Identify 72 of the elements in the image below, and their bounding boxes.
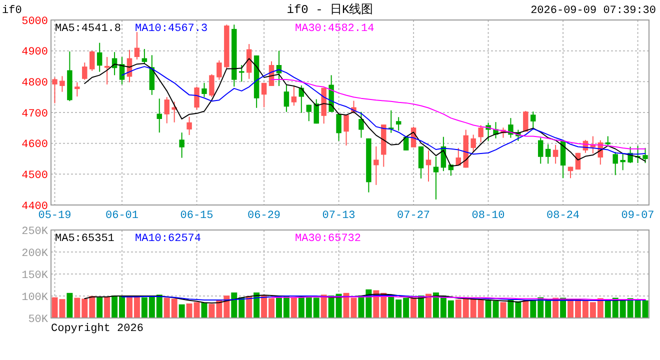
candlestick [238,64,244,82]
x-tick-label: 07-27 [397,210,430,222]
candlestick [642,147,648,164]
candlestick [186,116,192,136]
candlestick [538,137,544,164]
candlestick [418,146,424,179]
x-tick-label: 07-13 [322,210,356,222]
candlestick [508,118,514,138]
text: MA10:62574 [135,233,202,245]
x-tick-label: 06-29 [248,210,281,222]
text: if0 [2,5,22,17]
candlestick [358,111,364,138]
candlestick [74,82,80,97]
candlestick [478,124,484,143]
candlestick [336,114,342,142]
y-tick-label: 4900 [22,46,48,59]
y-tick-label: 200K [22,248,48,260]
x-tick-label: 06-15 [180,210,214,222]
candlestick [179,132,184,158]
y-tick-label: 4800 [22,78,48,90]
y-tick-label: 150K [22,270,48,282]
candlestick [470,134,476,152]
x-tick-label: 09-07 [621,210,654,222]
y-tick-label: 4700 [22,108,48,120]
candlestick [142,48,148,65]
candlestick [134,32,140,60]
candlestick [52,76,58,104]
candlestick [194,86,200,110]
x-tick-label: 08-24 [546,210,580,222]
candlestick [216,60,222,80]
y-tick-label: 5000 [22,16,48,28]
candlestick [396,116,402,132]
x-tick-label: 05-19 [38,210,72,222]
text: MA5:65351 [55,233,115,245]
y-tick-label: 50K [28,314,48,326]
candlestick [202,82,207,98]
candlestick [612,151,618,176]
text: MA10:4567.3 [135,23,208,35]
y-tick-label: 100K [22,292,48,304]
candlestick [89,50,95,72]
y-tick-label: 4500 [22,170,48,182]
chart-title: if0 - 日K线图 [286,3,374,17]
text: 2026-09-09 07:39:30 [530,5,656,17]
candlestick [344,114,349,146]
candlestick [620,153,626,171]
candlestick [433,156,439,200]
text: MA5:4541.8 [55,23,122,35]
x-tick-label: 06-01 [106,210,139,222]
y-tick-label: 250K [22,226,48,238]
candlestick [164,96,170,124]
candlestick [60,76,65,92]
candlestick [284,84,290,112]
text: MA30:4582.14 [295,23,375,35]
candlestick [545,144,551,164]
candlestick [261,82,267,108]
candlestick [96,42,102,72]
candlestick [306,104,312,122]
candlestick [82,62,88,80]
candlestick [426,150,432,182]
x-tick-label: 08-10 [472,210,505,222]
candlestick [552,144,558,164]
text: MA30:65732 [295,233,362,245]
y-tick-label: 4600 [22,139,48,152]
candlestick [530,111,536,130]
candlestick [374,146,379,186]
candlestick [605,136,611,146]
candlestick [209,74,214,98]
candlestick [314,98,319,124]
candlestick [291,85,297,106]
candlestick [104,56,110,85]
text: Copyright 2026 [51,323,144,335]
candlestick [156,98,162,134]
